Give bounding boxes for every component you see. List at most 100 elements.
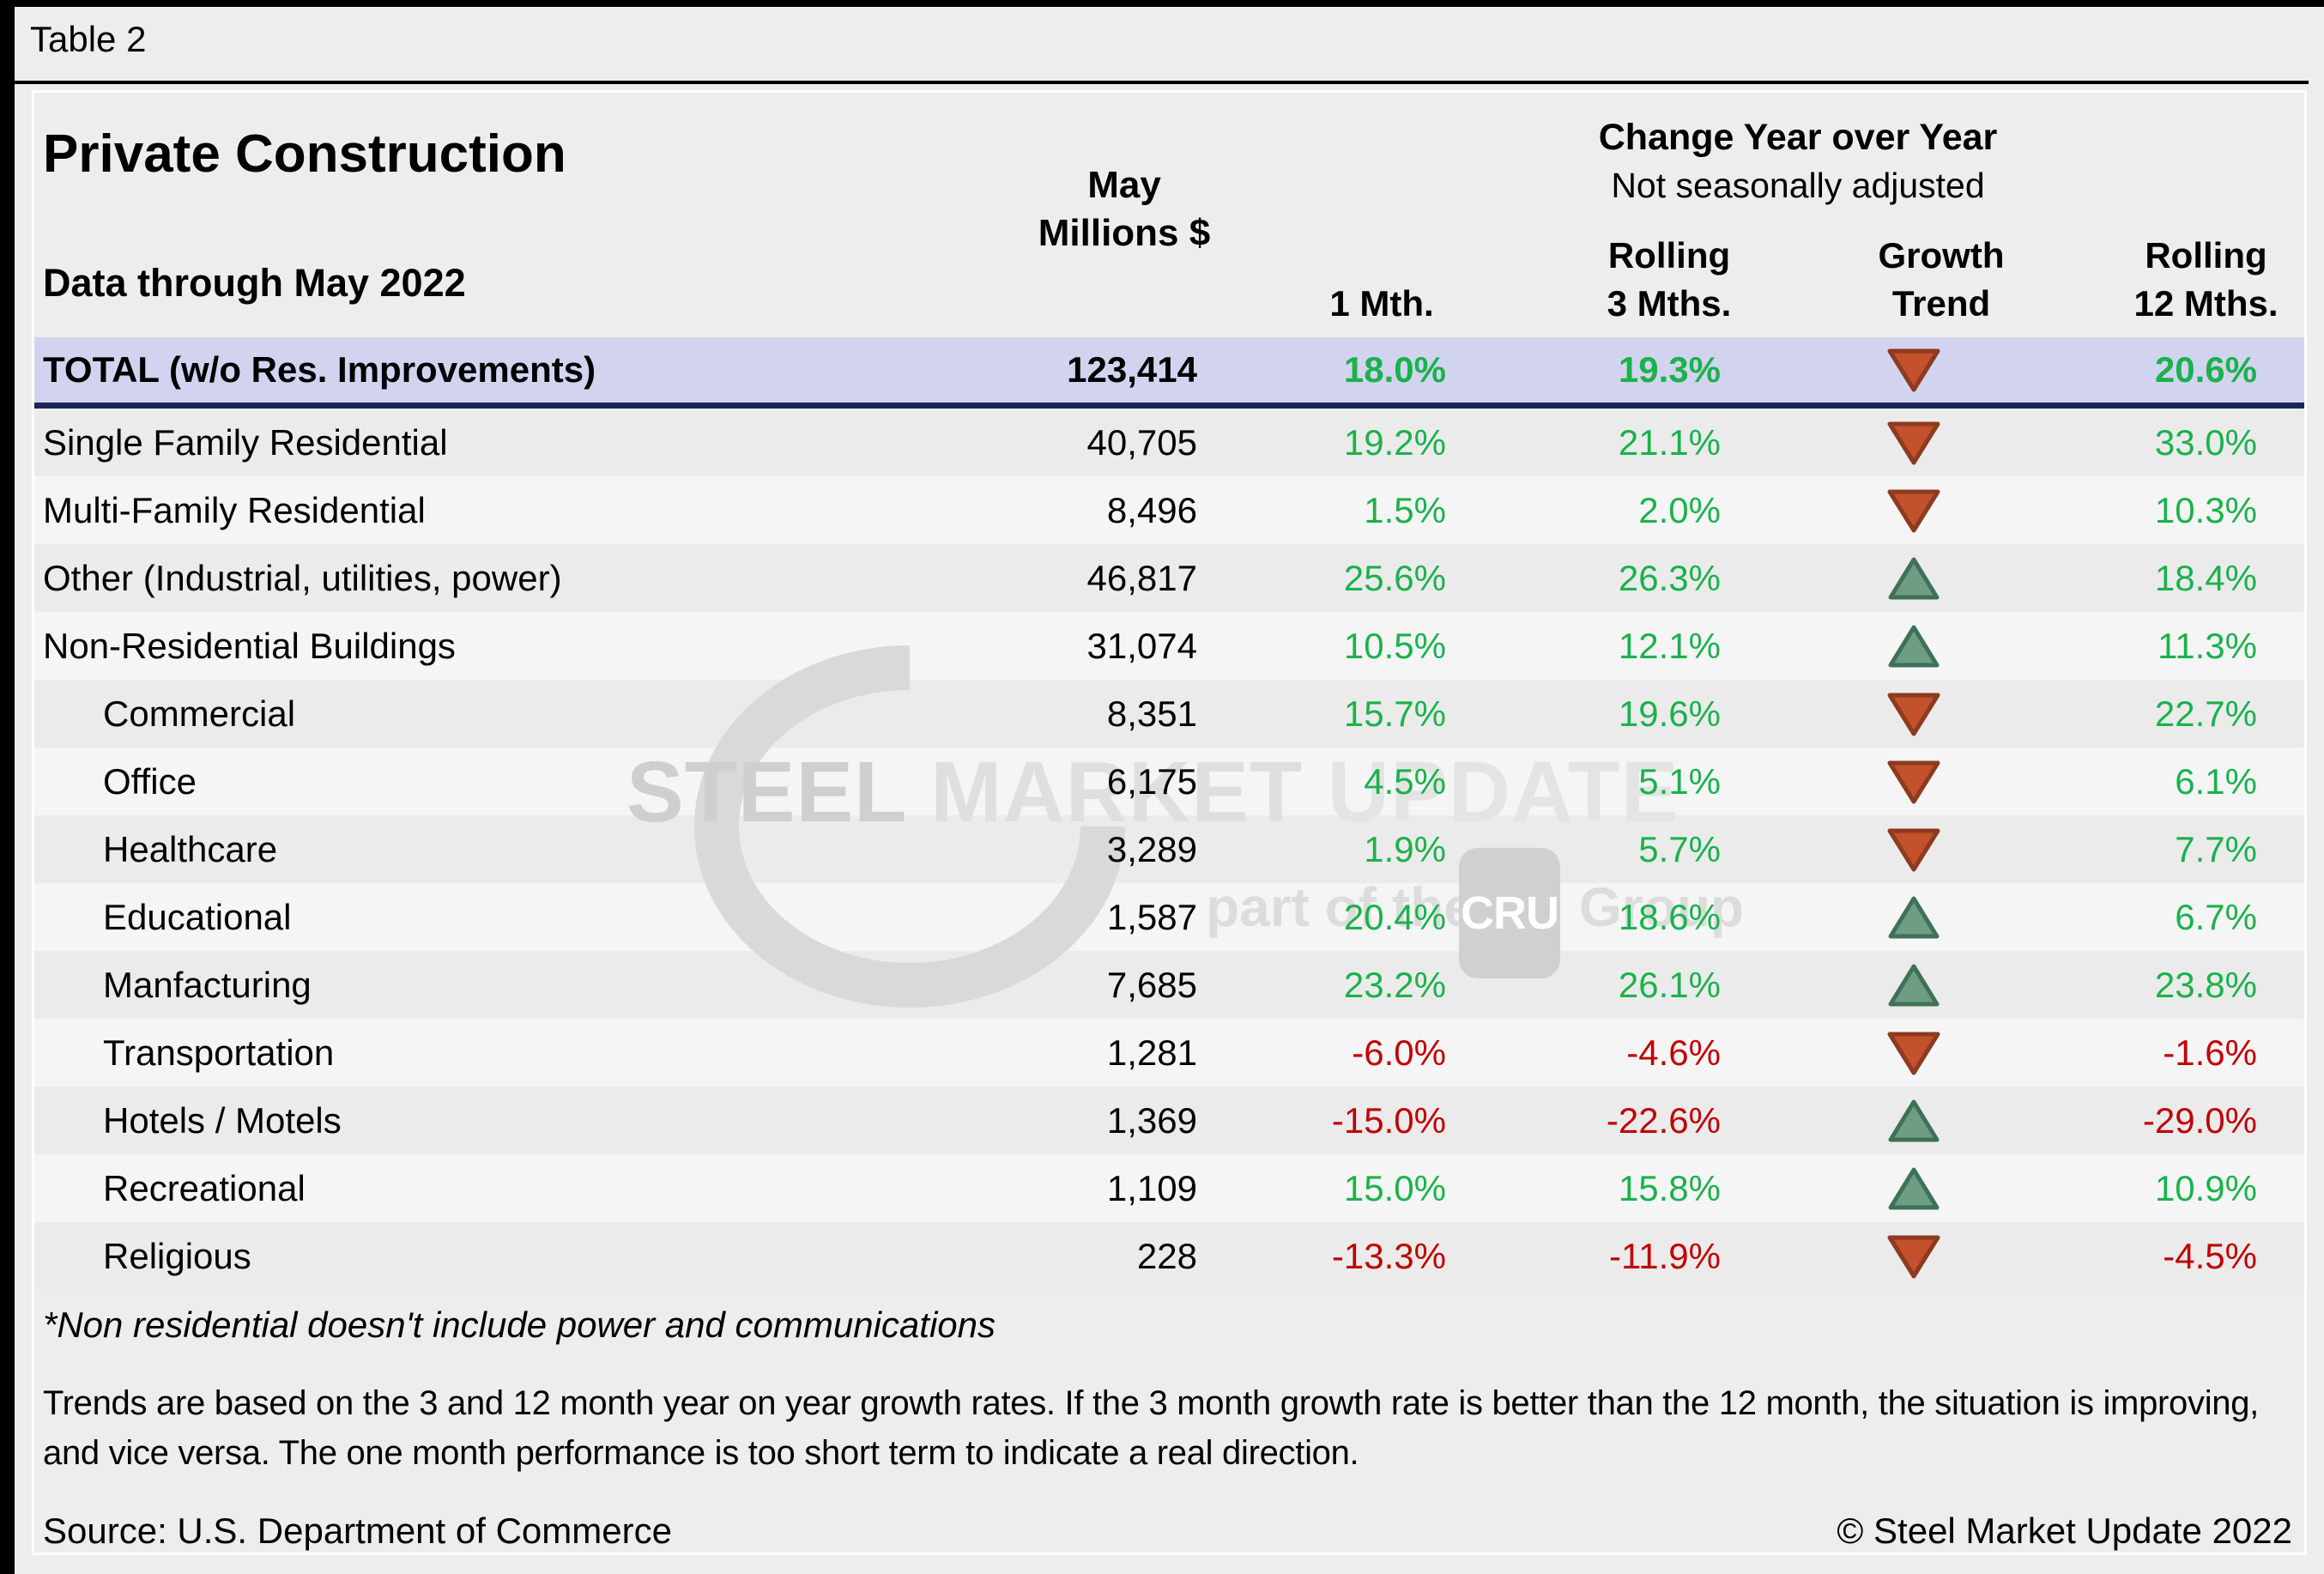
- one-month-change: 15.7%: [1343, 693, 1446, 734]
- growth-label: Growth: [1878, 234, 2005, 275]
- trend-label: Trend: [1891, 283, 1991, 324]
- growth-trend-cell: [1734, 420, 2017, 466]
- millions-line: Millions $: [1038, 212, 1211, 255]
- growth-trend-cell: [1734, 1233, 2017, 1280]
- up-arrow-icon: [1888, 624, 1940, 669]
- one-month-change: 10.5%: [1343, 625, 1446, 666]
- column-headers-row: 1 Mth. Rolling 3 Mths. Growth Trend Roll…: [34, 232, 2304, 337]
- page-background: Table 2 STEEL MARKET UPDATE part of the …: [15, 7, 2324, 1574]
- data-through-subtitle: Data through May 2022: [43, 261, 466, 305]
- down-arrow-icon: [1886, 759, 1941, 805]
- table-row: Recreational 1,109 15.0% 15.8% 10.9%: [34, 1154, 2304, 1222]
- column-header-growth-trend: Growth Trend: [1800, 232, 2083, 329]
- rolling-3-months-change: 15.8%: [1618, 1167, 1721, 1208]
- may-millions-value: 8,496: [1106, 489, 1197, 530]
- may-millions-value: 46,817: [1086, 557, 1197, 598]
- copyright-notice: © Steel Market Update 2022: [1837, 1510, 2292, 1551]
- one-month-change: 1.5%: [1364, 489, 1446, 530]
- not-seasonally-adjusted-label: Not seasonally adjusted: [1611, 166, 1985, 205]
- table-row: TOTAL (w/o Res. Improvements) 123,414 18…: [34, 337, 2304, 409]
- growth-trend-cell: [1734, 759, 2017, 805]
- caption-divider-rule: [15, 81, 2309, 84]
- rolling-12-months-change: -1.6%: [2163, 1032, 2257, 1073]
- one-month-change: 4.5%: [1364, 760, 1446, 802]
- row-label: TOTAL (w/o Res. Improvements): [43, 349, 596, 390]
- one-month-change: 18.0%: [1343, 349, 1446, 390]
- may-millions-value: 31,074: [1086, 625, 1197, 666]
- may-millions-value: 3,289: [1106, 828, 1197, 869]
- rolling-3-months-change: 21.1%: [1618, 421, 1721, 463]
- one-month-change: 23.2%: [1343, 964, 1446, 1005]
- rolling-12-months-change: 6.7%: [2175, 896, 2257, 937]
- rolling-3-months-change: -4.6%: [1626, 1032, 1721, 1073]
- one-month-change: 20.4%: [1343, 896, 1446, 937]
- page-title: Private Construction: [43, 124, 566, 184]
- up-arrow-icon: [1888, 1166, 1940, 1211]
- down-arrow-icon: [1886, 826, 1941, 873]
- down-arrow-icon: [1886, 691, 1941, 737]
- rolling-12-months-change: 10.9%: [2154, 1167, 2257, 1208]
- row-label: Multi-Family Residential: [43, 489, 426, 530]
- growth-trend-cell: [1734, 691, 2017, 737]
- twelve-mths-label: 12 Mths.: [2133, 283, 2279, 324]
- row-label: Non-Residential Buildings: [43, 625, 456, 666]
- rolling-12-months-change: 11.3%: [2158, 625, 2257, 666]
- may-line: May: [1087, 164, 1161, 206]
- may-millions-value: 1,281: [1106, 1032, 1197, 1073]
- rolling-3-months-change: 5.7%: [1638, 828, 1721, 869]
- rolling-12-months-change: 7.7%: [2175, 828, 2257, 869]
- one-month-change: -15.0%: [1331, 1099, 1446, 1141]
- may-millions-value: 6,175: [1106, 760, 1197, 802]
- one-month-change: 1.9%: [1364, 828, 1446, 869]
- down-arrow-icon: [1886, 347, 1941, 393]
- row-label: Single Family Residential: [43, 421, 448, 463]
- row-label: Commercial: [103, 693, 296, 734]
- column-header-rolling-3-mths: Rolling 3 Mths.: [1528, 232, 1811, 329]
- rolling-12-months-change: 33.0%: [2154, 421, 2257, 463]
- row-label: Transportation: [103, 1032, 335, 1073]
- rolling-3-months-change: -22.6%: [1606, 1099, 1721, 1141]
- up-arrow-icon: [1888, 895, 1940, 940]
- growth-trend-cell: [1734, 826, 2017, 873]
- growth-trend-cell: [1734, 1166, 2017, 1211]
- rolling-3-months-change: 19.6%: [1618, 693, 1721, 734]
- row-label: Healthcare: [103, 828, 278, 869]
- rolling-12-months-change: -29.0%: [2142, 1099, 2257, 1141]
- trends-explanation: Trends are based on the 3 and 12 month y…: [43, 1384, 2259, 1472]
- three-mths-label: 3 Mths.: [1607, 283, 1732, 324]
- row-label: Manfacturing: [103, 964, 312, 1005]
- table-caption: Table 2: [30, 19, 147, 59]
- row-label: Hotels / Motels: [103, 1099, 342, 1141]
- table-row: Transportation 1,281 -6.0% -4.6% -1.6%: [34, 1019, 2304, 1087]
- rolling-12-months-change: 6.1%: [2175, 760, 2257, 802]
- private-construction-table-panel: STEEL MARKET UPDATE part of the CRU Grou…: [32, 90, 2307, 1555]
- row-label: Recreational: [103, 1167, 306, 1208]
- rolling-12-months-change: -4.5%: [2163, 1235, 2257, 1276]
- rolling-3-months-change: 26.3%: [1618, 557, 1721, 598]
- table-row: Other (Industrial, utilities, power) 46,…: [34, 544, 2304, 612]
- rolling-label: Rolling: [1607, 234, 1731, 275]
- growth-trend-cell: [1734, 556, 2017, 601]
- table-row: Multi-Family Residential 8,496 1.5% 2.0%…: [34, 476, 2304, 544]
- table-row: Non-Residential Buildings 31,074 10.5% 1…: [34, 612, 2304, 680]
- may-millions-value: 7,685: [1106, 964, 1197, 1005]
- table-row: Hotels / Motels 1,369 -15.0% -22.6% -29.…: [34, 1087, 2304, 1154]
- change-yoy-header: Change Year over Year Not seasonally adj…: [1420, 117, 2176, 206]
- rolling-12-months-change: 18.4%: [2154, 557, 2257, 598]
- rolling-3-months-change: 5.1%: [1638, 760, 1721, 802]
- table-row: Commercial 8,351 15.7% 19.6% 22.7%: [34, 680, 2304, 748]
- down-arrow-icon: [1886, 420, 1941, 466]
- one-month-change: -13.3%: [1331, 1235, 1446, 1276]
- up-arrow-icon: [1888, 963, 1940, 1008]
- one-month-change: 25.6%: [1343, 557, 1446, 598]
- rolling-label: Rolling: [2145, 234, 2267, 275]
- may-millions-value: 8,351: [1106, 693, 1197, 734]
- one-month-change: 19.2%: [1343, 421, 1446, 463]
- may-millions-value: 1,109: [1106, 1167, 1197, 1208]
- growth-trend-cell: [1734, 347, 2017, 393]
- table-header: Private Construction Data through May 20…: [34, 93, 2304, 337]
- change-yoy-title: Change Year over Year: [1598, 117, 1998, 158]
- rolling-12-months-change: 20.6%: [2154, 349, 2257, 390]
- growth-trend-cell: [1734, 624, 2017, 669]
- may-millions-value: 123,414: [1067, 349, 1197, 390]
